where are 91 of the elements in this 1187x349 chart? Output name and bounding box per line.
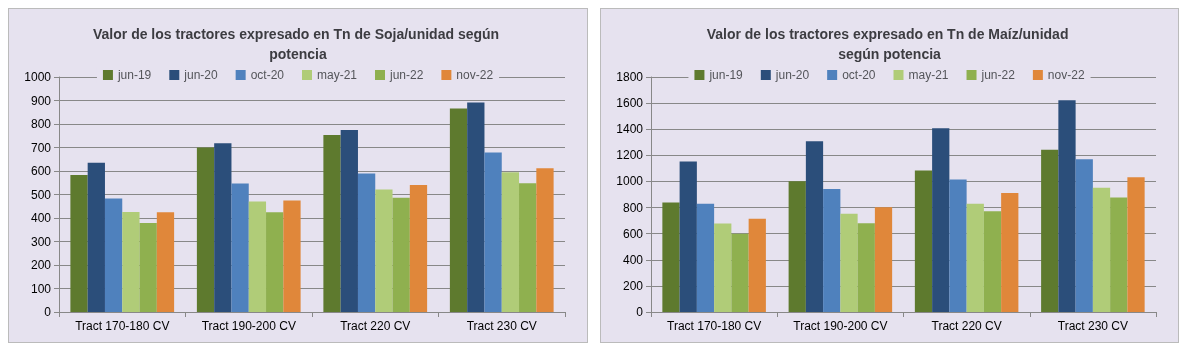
bar [857,223,875,312]
bar [823,188,841,312]
y-tick-label: 0 [44,305,52,319]
bar [1092,187,1111,312]
bar [323,135,341,312]
bar [122,211,140,312]
legend-label: jun-22 [980,68,1016,82]
x-tick-label: Tract 230 CV [1057,319,1128,333]
x-tick-label: Tract 190-200 CV [793,319,888,333]
x-tick-label: Tract 230 CV [466,319,537,333]
bar [467,102,485,312]
bar [283,200,301,312]
bar [1110,197,1128,312]
y-tick-label: 400 [30,211,52,225]
y-tick-label: 700 [30,140,52,155]
x-tick-label: Tract 220 CV [340,319,411,333]
bar [196,147,215,312]
bar [536,168,554,312]
y-tick-label: 800 [30,117,52,131]
bar [805,141,824,312]
y-tick-label: 1400 [616,122,644,137]
bar [87,162,105,312]
y-tick-label: 1000 [616,174,644,189]
y-tick-label: 200 [30,258,52,272]
bar [357,173,376,312]
legend-label: nov-22 [456,68,494,82]
bar [248,201,267,312]
bar [1058,100,1076,312]
y-tick-label: 200 [622,278,644,293]
legend-label: oct-20 [842,68,876,82]
bar [874,207,893,312]
bar [231,183,249,312]
bar [156,212,175,312]
bar [1127,177,1145,312]
bar [139,222,157,312]
bar [340,129,358,312]
y-tick-label: 1000 [24,70,52,84]
bar [788,181,806,312]
y-tick-label: 400 [622,252,644,267]
bar [696,203,715,312]
bar [679,161,697,312]
bar [966,203,984,312]
bar [409,185,428,312]
bar [662,202,680,312]
legend-label: jun-20 [774,68,810,82]
bar [375,189,393,312]
bar [932,128,950,312]
y-tick-label: 300 [30,234,52,249]
x-tick-label: Tract 170-180 CV [666,319,762,333]
bar [104,198,123,312]
bar [748,218,766,312]
bar [1001,193,1019,312]
bar [392,197,410,312]
chart-title: Valor de los tractores expresado en Tn de Maíz/unidad según potencia [706,26,1073,62]
x-tick-label: Tract 170-180 CV [75,319,170,333]
x-tick-label: Tract 220 CV [931,319,1002,333]
legend-label: jun-19 [708,68,744,82]
y-tick-label: 0 [636,305,644,319]
y-tick-label: 1600 [616,96,644,111]
y-tick-label: 100 [30,281,52,296]
x-tick-label: Tract 190-200 CV [201,319,296,333]
bar [731,233,749,312]
y-tick-label: 900 [30,93,52,108]
bar [1041,149,1059,312]
chart-title: Valor de los tractores expresado en Tn de Soja/unidad según potencia [93,26,503,62]
bar [214,143,232,312]
y-tick-label: 800 [622,200,644,215]
y-tick-label: 500 [30,187,52,202]
bar [914,170,933,312]
legend-label: nov-22 [1047,68,1085,82]
y-tick-label: 600 [30,164,52,178]
bar [714,223,732,312]
bar [983,211,1002,312]
bar [840,213,858,312]
legend-label: oct-20 [250,68,285,82]
bar [266,212,284,312]
legend-label: jun-19 [116,68,152,82]
bar [949,179,967,312]
bar [484,152,502,312]
legend-label: jun-22 [389,68,424,82]
bar [449,108,468,312]
y-tick-label: 1200 [616,148,644,163]
y-tick-label: 600 [622,226,644,241]
bar [70,175,88,312]
bar [519,183,537,312]
bar [1075,159,1093,312]
legend-label: may-21 [908,68,949,82]
y-tick-label: 1800 [616,70,644,84]
legend-label: jun-20 [183,68,218,82]
legend-label: may-21 [317,68,358,82]
bar [501,172,520,312]
